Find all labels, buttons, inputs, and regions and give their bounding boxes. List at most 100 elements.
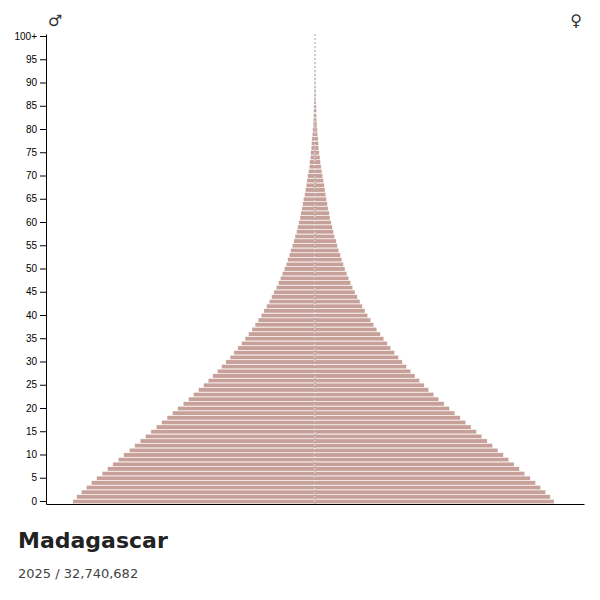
bar [315,471,525,475]
y-tick-mark [40,245,46,246]
bar [81,490,315,494]
bar [261,313,315,317]
bar [315,346,391,350]
series-label: ♀ [570,11,582,30]
y-tick-mark [40,315,46,316]
bar [249,332,315,336]
bar [230,355,315,359]
y-tick: 55 [26,240,46,251]
series-0 [73,34,315,503]
y-tick-label: 30 [26,356,38,367]
bar [274,290,315,294]
bar [222,365,315,369]
y-tick-label: 65 [26,193,38,204]
bar [299,220,315,224]
bars [73,34,554,503]
bar [199,388,315,392]
bar [288,258,315,262]
bar [276,285,315,289]
y-tick-label: 10 [26,449,38,460]
y-tick: 5 [31,472,46,483]
bar [315,146,319,150]
y-tick-label: 95 [26,54,38,65]
bar [315,341,387,345]
bar [312,132,315,136]
y-tick-mark [40,431,46,432]
bar [208,378,315,382]
bar [315,485,541,489]
bar [315,458,509,462]
bar [310,155,315,159]
bar [315,230,333,234]
bar [86,485,315,489]
x-axis [47,504,585,505]
bar [315,397,439,401]
bar [305,192,315,196]
y-tick: 100+ [14,31,46,42]
center-line [315,34,316,504]
bar [315,467,519,471]
bar [315,318,371,322]
bar [156,425,315,429]
bar [315,439,487,443]
bar [315,262,343,266]
bar [286,262,315,266]
bar [167,416,315,420]
y-tick: 30 [26,356,46,367]
bar [146,434,315,438]
bar [124,453,315,457]
y-tick: 60 [26,217,46,228]
plot: 0510152025303540455055606570758085909510… [14,11,584,507]
y-tick: 25 [26,379,46,390]
title: Madagascar [18,528,168,553]
y-tick-label: 45 [26,286,38,297]
bar [315,337,384,341]
y-tick-mark [40,269,46,270]
bar [315,481,536,485]
bar [307,179,315,183]
bar [213,374,315,378]
bar [292,244,315,248]
bar [258,318,315,322]
y-tick-label: 15 [26,426,38,437]
bar [302,206,315,210]
bar [91,481,315,485]
bar [310,160,315,164]
bar [315,420,466,424]
bar [172,411,315,415]
y-tick: 85 [26,100,46,111]
bar [315,323,374,327]
bar [308,169,315,173]
bar [315,392,434,396]
bar [315,462,514,466]
bar [315,179,323,183]
y-tick: 40 [26,310,46,321]
bar [315,165,321,169]
bar [315,304,362,308]
bar [306,183,315,187]
y-tick: 70 [26,170,46,181]
bar [245,337,315,341]
bar [315,430,476,434]
bar [315,360,402,364]
bar [312,137,315,141]
bar [294,239,315,243]
bar [315,239,336,243]
bar [315,351,395,355]
bar [226,360,315,364]
bar [315,434,482,438]
bar [315,202,327,206]
y-tick-mark [40,129,46,130]
bar [113,462,315,466]
y-tick-mark [40,106,46,107]
bar [315,495,550,499]
y-tick: 15 [26,426,46,437]
bar [77,495,315,499]
bar [272,295,315,299]
bar [278,281,315,285]
bar [315,383,424,387]
x-axis-line [47,504,585,505]
bar [315,374,415,378]
bar [315,402,444,406]
bar [140,439,315,443]
